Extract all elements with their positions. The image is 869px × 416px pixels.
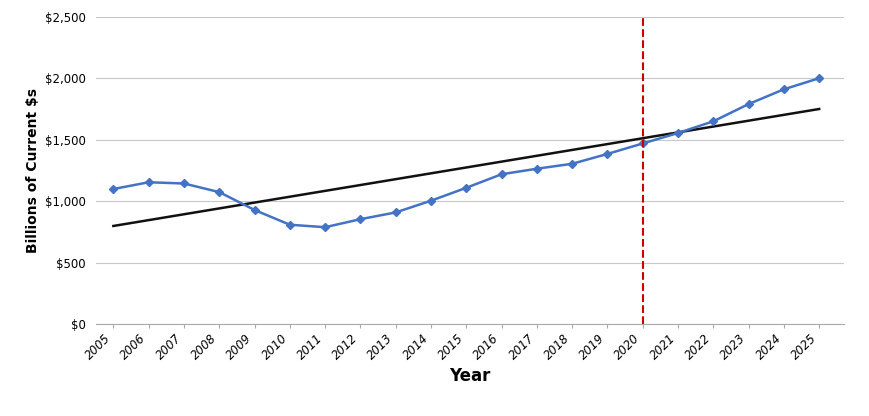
- Y-axis label: Billions of Current $s: Billions of Current $s: [25, 88, 39, 253]
- X-axis label: Year: Year: [448, 367, 490, 385]
